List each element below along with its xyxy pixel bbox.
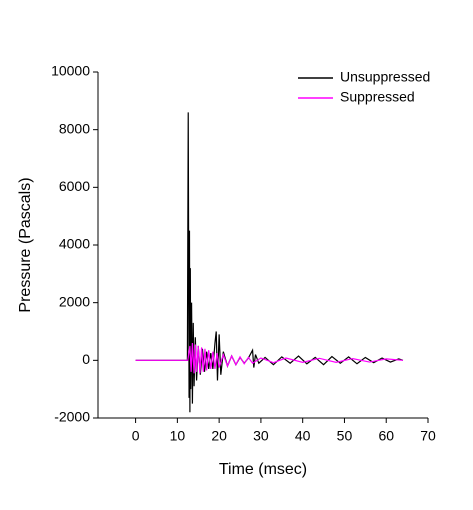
x-tick-label: 60 [378, 428, 394, 444]
x-tick-label: 50 [337, 428, 353, 444]
y-tick-label: -2000 [54, 409, 90, 425]
y-tick-label: 10000 [51, 63, 90, 79]
x-tick-label: 30 [253, 428, 269, 444]
legend-label: Suppressed [340, 89, 415, 105]
y-tick-label: 8000 [59, 120, 90, 136]
x-tick-label: 70 [420, 428, 436, 444]
y-tick-label: 4000 [59, 236, 90, 252]
y-tick-label: 0 [82, 351, 90, 367]
series-line [135, 112, 404, 413]
legend-label: Unsuppressed [340, 69, 430, 85]
x-tick-label: 20 [211, 428, 227, 444]
y-tick-label: 2000 [59, 293, 90, 309]
y-tick-label: 6000 [59, 178, 90, 194]
y-axis-label: Pressure (Pascals) [17, 177, 34, 312]
x-tick-label: 40 [295, 428, 311, 444]
series-line [135, 342, 403, 374]
x-tick-label: 10 [170, 428, 186, 444]
x-axis-label: Time (msec) [219, 461, 307, 478]
x-tick-label: 0 [132, 428, 140, 444]
